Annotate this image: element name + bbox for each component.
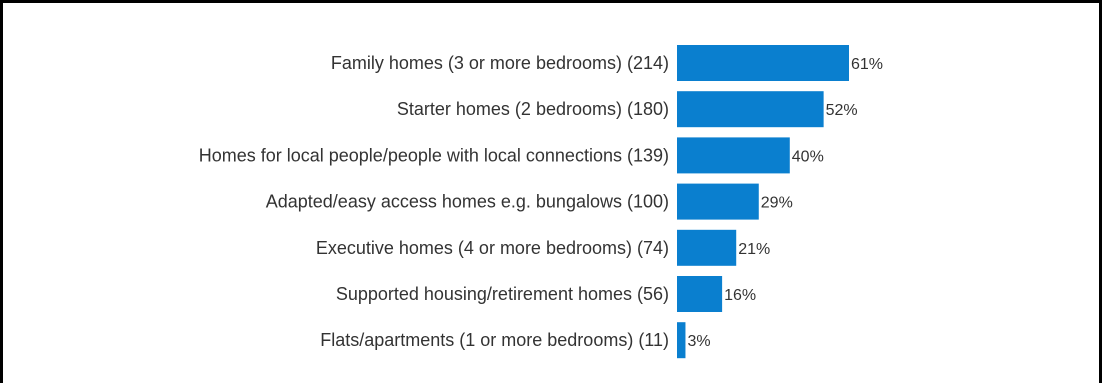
bar (677, 229, 737, 266)
value-label: 16% (724, 287, 756, 304)
category-label: Homes for local people/people with local… (199, 145, 669, 165)
category-label: Supported housing/retirement homes (56) (336, 284, 669, 304)
category-labels-group: Family homes (3 or more bedrooms) (214) S… (199, 53, 669, 350)
value-label: 3% (687, 333, 710, 350)
bar (677, 137, 790, 174)
category-label: Flats/apartments (1 or more bedrooms) (1… (320, 330, 669, 350)
category-label: Adapted/easy access homes e.g. bungalows… (266, 192, 669, 212)
category-label: Executive homes (4 or more bedrooms) (74… (316, 238, 669, 258)
value-label: 21% (738, 241, 770, 258)
bars-group (677, 45, 849, 359)
value-label: 40% (792, 148, 824, 165)
bar (677, 183, 759, 220)
value-label: 61% (851, 56, 883, 73)
value-label: 29% (761, 195, 793, 212)
category-label: Starter homes (2 bedrooms) (180) (397, 99, 669, 119)
value-label: 52% (826, 102, 858, 119)
bar (677, 45, 849, 81)
value-labels-group: 61% 52% 40% 29% 21% 16% 3% (687, 56, 883, 350)
category-label: Family homes (3 or more bedrooms) (214) (331, 53, 669, 73)
bar (677, 276, 723, 312)
bar (677, 91, 824, 128)
bar (677, 322, 686, 359)
